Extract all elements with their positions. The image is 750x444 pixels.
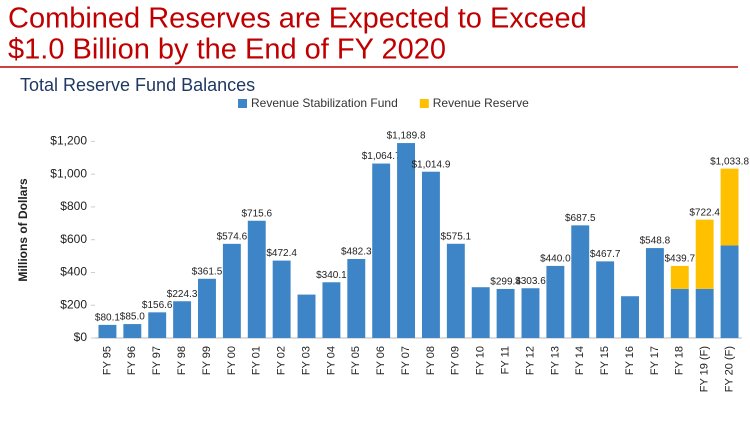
data-label: $548.8	[640, 236, 671, 247]
data-label: $299.4	[490, 277, 521, 288]
y-tick-label: $600	[60, 232, 87, 246]
bar	[148, 312, 167, 338]
y-tick-label: $400	[60, 265, 87, 279]
x-tick-label: FY 18	[674, 346, 686, 375]
x-tick-label: FY 16	[624, 346, 636, 375]
data-label: $1,064.7	[362, 151, 401, 162]
data-label: $687.5	[565, 213, 596, 224]
x-tick-label: FY 19 (F)	[699, 346, 711, 392]
x-tick-label: FY 20 (F)	[723, 346, 735, 392]
x-tick-label: FY 97	[151, 346, 163, 375]
x-tick-label: FY 01	[251, 346, 263, 375]
bar	[173, 301, 192, 338]
x-tick-label: FY 08	[425, 346, 437, 375]
chart-title: $1.0 Billion by the End of FY 2020	[8, 34, 446, 66]
x-tick-label: FY 05	[350, 346, 362, 375]
bar	[471, 287, 490, 338]
bar	[496, 288, 515, 338]
data-label: $575.1	[441, 231, 472, 242]
x-tick-label: FY 15	[599, 346, 611, 375]
x-tick-label: FY 98	[176, 346, 188, 375]
data-label: $303.6	[515, 276, 546, 287]
bar	[670, 288, 689, 338]
x-tick-label: FY 11	[500, 346, 512, 374]
bar	[720, 168, 739, 246]
x-tick-label: FY 06	[375, 346, 387, 375]
data-label: $722.4	[689, 207, 720, 218]
x-tick-label: FY 10	[475, 346, 487, 375]
data-label: $224.3	[167, 289, 198, 300]
data-label: $85.0	[120, 312, 145, 323]
bar	[297, 294, 316, 338]
data-label: $361.5	[192, 266, 223, 277]
bar	[372, 163, 391, 338]
bar	[247, 220, 266, 338]
bar	[621, 296, 639, 338]
y-tick-label: $1,200	[50, 134, 87, 148]
data-label: $340.1	[316, 270, 347, 281]
x-tick-label: FY 02	[276, 346, 288, 375]
bar	[421, 171, 440, 338]
data-label: $1,033.8	[710, 156, 749, 167]
x-tick-label: FY 09	[450, 346, 462, 375]
x-tick-label: FY 13	[549, 346, 561, 375]
x-tick-label: FY 14	[574, 346, 586, 375]
bar	[272, 260, 291, 338]
data-label: $715.6	[241, 208, 272, 219]
bar	[596, 261, 615, 338]
data-label: $472.4	[266, 248, 297, 259]
data-label: $80.1	[95, 313, 120, 324]
bar	[695, 219, 714, 289]
data-label: $482.3	[341, 247, 372, 258]
bar	[222, 243, 241, 338]
x-tick-label: FY 96	[126, 346, 138, 375]
data-label: $574.6	[217, 231, 248, 242]
bar	[546, 265, 565, 338]
bar	[198, 278, 216, 338]
data-label: $439.7	[664, 254, 695, 265]
legend-swatch	[238, 99, 247, 108]
bar	[645, 248, 664, 338]
data-label: $156.6	[142, 300, 173, 311]
data-label: $1,014.9	[411, 159, 450, 170]
legend-label: Revenue Reserve	[433, 96, 529, 110]
x-tick-label: FY 12	[524, 346, 536, 375]
chart-subtitle: Total Reserve Fund Balances	[20, 75, 255, 95]
bar	[397, 143, 416, 338]
data-label: $1,189.8	[387, 131, 426, 142]
y-tick-label: $1,000	[50, 166, 87, 180]
y-tick-label: $0	[74, 330, 88, 344]
x-tick-label: FY 99	[201, 346, 213, 375]
bar	[720, 245, 739, 338]
bar	[322, 282, 341, 338]
bar	[123, 324, 142, 338]
data-label: $440.0	[540, 254, 571, 265]
x-tick-label: FY 07	[400, 346, 412, 375]
x-tick-label: FY 04	[325, 346, 337, 375]
chart-title: Combined Reserves are Expected to Exceed	[8, 3, 587, 35]
x-tick-label: FY 03	[300, 346, 312, 375]
legend-label: Revenue Stabilization Fund	[251, 96, 398, 110]
y-axis-label: Millions of Dollars	[16, 178, 30, 282]
bar	[695, 288, 714, 338]
bar	[670, 265, 689, 289]
x-tick-label: FY 17	[649, 346, 661, 375]
y-tick-label: $800	[60, 199, 87, 213]
x-tick-label: FY 00	[226, 346, 238, 375]
legend-swatch	[419, 99, 429, 108]
y-tick-label: $200	[60, 297, 87, 311]
bar	[98, 324, 117, 338]
bar	[571, 225, 590, 338]
bar	[347, 258, 366, 338]
data-label: $467.7	[590, 249, 621, 260]
x-tick-label: FY 95	[101, 346, 113, 375]
bar	[521, 288, 540, 338]
bar	[446, 243, 465, 338]
